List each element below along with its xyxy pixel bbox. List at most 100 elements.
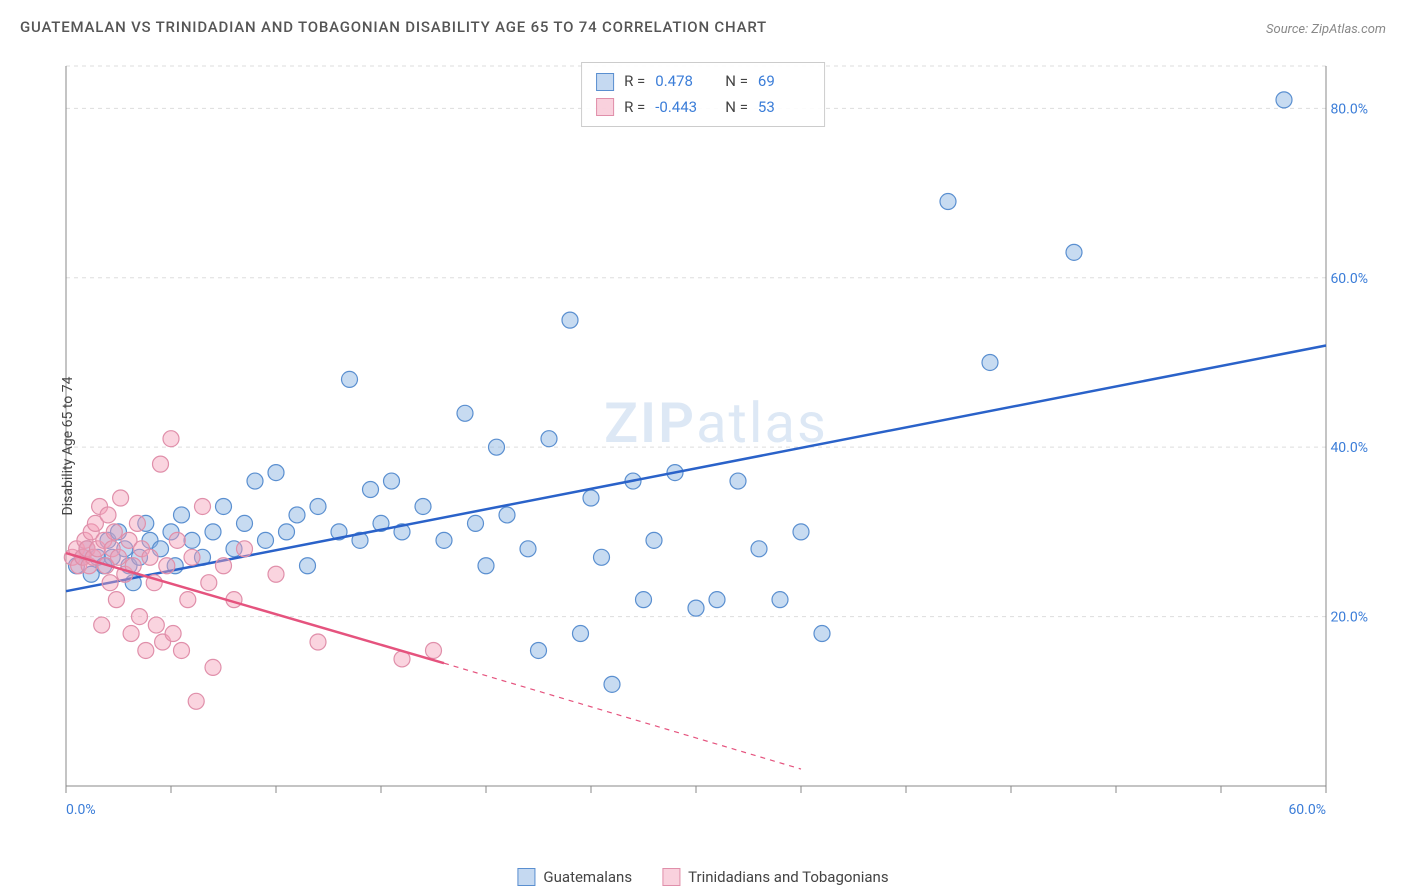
scatter-point: [279, 524, 295, 540]
stats-row: R = 0.478 N = 69: [596, 69, 810, 95]
scatter-point: [237, 541, 253, 557]
n-label: N =: [725, 95, 748, 121]
n-value: 69: [758, 69, 810, 95]
r-value: 0.478: [655, 69, 715, 95]
scatter-point: [342, 371, 358, 387]
scatter-point: [258, 532, 274, 548]
scatter-point: [216, 498, 232, 514]
scatter-point: [268, 465, 284, 481]
y-axis-label: Disability Age 65 to 74: [60, 377, 76, 516]
scatter-point: [159, 558, 175, 574]
scatter-point: [111, 549, 127, 565]
scatter-point: [594, 549, 610, 565]
trend-line-extrapolated: [444, 663, 801, 769]
scatter-point: [468, 515, 484, 531]
scatter-point: [94, 617, 110, 633]
scatter-point: [709, 592, 725, 608]
scatter-point: [165, 626, 181, 642]
scatter-point: [201, 575, 217, 591]
scatter-point: [237, 515, 253, 531]
scatter-point: [499, 507, 515, 523]
scatter-point: [415, 498, 431, 514]
scatter-point: [520, 541, 536, 557]
scatter-point: [940, 194, 956, 210]
scatter-point: [100, 507, 116, 523]
scatter-point: [184, 532, 200, 548]
r-label: R =: [624, 69, 645, 95]
legend-label: Guatemalans: [543, 868, 632, 886]
svg-text:40.0%: 40.0%: [1330, 440, 1368, 456]
source-attribution: Source: ZipAtlas.com: [1266, 22, 1386, 37]
trend-line: [66, 553, 444, 663]
legend-swatch: [596, 98, 614, 116]
scatter-point: [531, 642, 547, 658]
scatter-point: [247, 473, 263, 489]
r-value: -0.443: [655, 95, 715, 121]
scatter-point: [216, 558, 232, 574]
scatter-point: [751, 541, 767, 557]
scatter-point: [153, 456, 169, 472]
scatter-point: [982, 354, 998, 370]
scatter-point: [541, 431, 557, 447]
scatter-point: [457, 405, 473, 421]
legend-item: Guatemalans: [517, 868, 632, 886]
scatter-point: [163, 431, 179, 447]
scatter-point: [1276, 92, 1292, 108]
scatter-point: [489, 439, 505, 455]
scatter-point: [793, 524, 809, 540]
scatter-point: [384, 473, 400, 489]
scatter-point: [636, 592, 652, 608]
scatter-point: [478, 558, 494, 574]
chart-title: GUATEMALAN VS TRINIDADIAN AND TOBAGONIAN…: [20, 18, 767, 36]
scatter-point: [573, 626, 589, 642]
legend-swatch: [662, 868, 680, 886]
scatter-point: [188, 693, 204, 709]
scatter-point: [180, 592, 196, 608]
scatter-point: [142, 549, 158, 565]
scatter-point: [688, 600, 704, 616]
scatter-point: [310, 634, 326, 650]
scatter-point: [583, 490, 599, 506]
scatter-point: [604, 676, 620, 692]
scatter-point: [1066, 244, 1082, 260]
n-label: N =: [725, 69, 748, 95]
scatter-point: [268, 566, 284, 582]
scatter-point: [310, 498, 326, 514]
scatter-point: [195, 498, 211, 514]
scatter-chart-svg: 0.0%60.0%20.0%40.0%60.0%80.0%: [56, 56, 1376, 836]
svg-text:60.0%: 60.0%: [1330, 271, 1368, 287]
scatter-point: [562, 312, 578, 328]
scatter-point: [123, 626, 139, 642]
scatter-point: [363, 482, 379, 498]
legend-item: Trinidadians and Tobagonians: [662, 868, 888, 886]
scatter-point: [300, 558, 316, 574]
n-value: 53: [758, 95, 810, 121]
scatter-point: [174, 507, 190, 523]
legend-swatch: [517, 868, 535, 886]
scatter-point: [205, 659, 221, 675]
scatter-point: [174, 642, 190, 658]
scatter-point: [108, 592, 124, 608]
svg-text:60.0%: 60.0%: [1288, 802, 1326, 818]
scatter-point: [289, 507, 305, 523]
correlation-stats-box: R = 0.478 N = 69 R = -0.443 N = 53: [581, 62, 825, 127]
scatter-point: [772, 592, 788, 608]
scatter-point: [138, 642, 154, 658]
scatter-point: [646, 532, 662, 548]
trend-line: [66, 346, 1326, 592]
legend-swatch: [596, 73, 614, 91]
scatter-point: [184, 549, 200, 565]
scatter-point: [436, 532, 452, 548]
scatter-point: [426, 642, 442, 658]
legend-label: Trinidadians and Tobagonians: [688, 868, 888, 886]
chart-area: Disability Age 65 to 74 ZIPatlas 0.0%60.…: [56, 56, 1376, 836]
scatter-point: [814, 626, 830, 642]
svg-text:20.0%: 20.0%: [1330, 610, 1368, 626]
scatter-point: [129, 515, 145, 531]
svg-text:0.0%: 0.0%: [66, 802, 96, 818]
stats-row: R = -0.443 N = 53: [596, 95, 810, 121]
scatter-point: [132, 609, 148, 625]
series-legend: Guatemalans Trinidadians and Tobagonians: [517, 868, 888, 886]
scatter-point: [205, 524, 221, 540]
r-label: R =: [624, 95, 645, 121]
